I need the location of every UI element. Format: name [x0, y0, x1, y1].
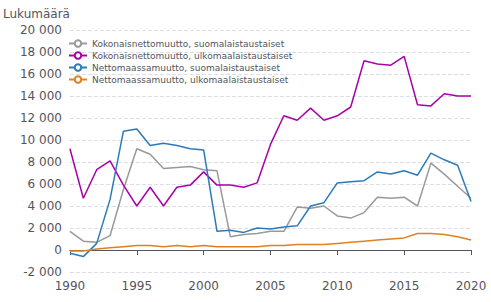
svg-text:0: 0 [54, 243, 62, 257]
svg-text:14 000: 14 000 [20, 89, 62, 103]
svg-text:12 000: 12 000 [20, 111, 62, 125]
svg-text:Lukumäärä: Lukumäärä [3, 7, 70, 21]
svg-text:1995: 1995 [122, 279, 153, 293]
svg-text:2005: 2005 [255, 279, 286, 293]
svg-text:2000: 2000 [188, 279, 219, 293]
svg-text:8 000: 8 000 [28, 155, 62, 169]
svg-text:2020: 2020 [456, 279, 487, 293]
svg-text:6 000: 6 000 [28, 177, 62, 191]
svg-text:10 000: 10 000 [20, 133, 62, 147]
svg-text:Nettomaassamuutto, suomalaista: Nettomaassamuutto, suomalaistaustaiset [92, 63, 281, 73]
svg-text:2010: 2010 [322, 279, 353, 293]
svg-text:18 000: 18 000 [20, 45, 62, 59]
svg-text:-2 000: -2 000 [23, 265, 62, 279]
svg-text:4 000: 4 000 [28, 199, 62, 213]
svg-text:Kokonaisnettomuutto, suomalais: Kokonaisnettomuutto, suomalaistaustaiset [92, 39, 285, 49]
svg-text:20 000: 20 000 [20, 23, 62, 37]
svg-text:16 000: 16 000 [20, 67, 62, 81]
svg-text:Nettomaassamuutto, ulkomaalais: Nettomaassamuutto, ulkomaalaistaustaiset [92, 75, 289, 85]
svg-text:Kokonaisnettomuutto, ulkomaala: Kokonaisnettomuutto, ulkomaalaistaustais… [92, 51, 293, 61]
svg-text:1990: 1990 [55, 279, 86, 293]
svg-text:2015: 2015 [389, 279, 420, 293]
svg-text:2 000: 2 000 [28, 221, 62, 235]
